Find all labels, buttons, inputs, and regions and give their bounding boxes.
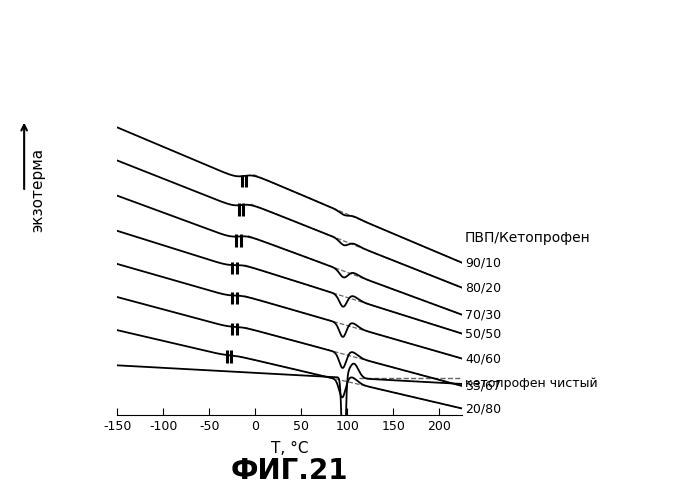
X-axis label: Т, °С: Т, °С xyxy=(271,441,308,456)
Text: ПВП/Кетопрофен: ПВП/Кетопрофен xyxy=(465,231,591,245)
Text: 90/10: 90/10 xyxy=(465,256,501,270)
Text: 70/30: 70/30 xyxy=(465,308,501,322)
Text: ФИГ.21: ФИГ.21 xyxy=(231,457,348,485)
Text: 50/50: 50/50 xyxy=(465,327,502,340)
Text: экзотерма: экзотерма xyxy=(30,148,46,232)
Text: 20/80: 20/80 xyxy=(465,402,501,415)
Text: кетопрофен чистый: кетопрофен чистый xyxy=(465,376,598,390)
Text: 80/20: 80/20 xyxy=(465,282,501,294)
Text: 33/67: 33/67 xyxy=(465,380,501,392)
Text: 40/60: 40/60 xyxy=(465,352,501,365)
